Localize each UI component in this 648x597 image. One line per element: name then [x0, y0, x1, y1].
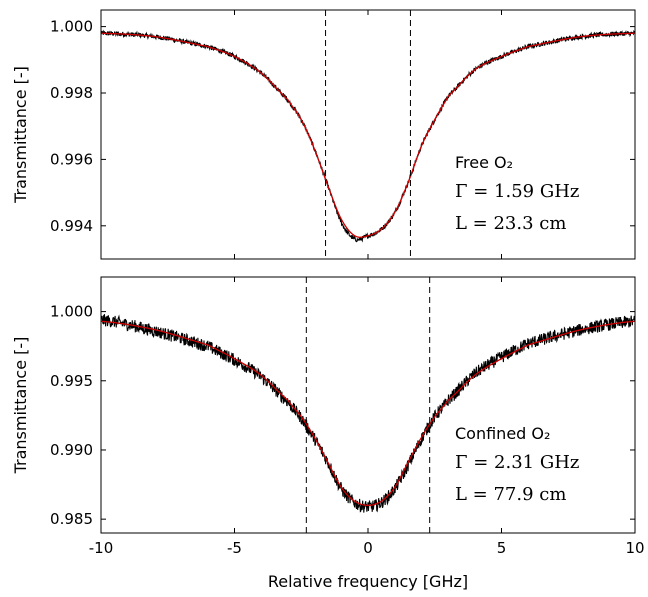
top-y-tick-label-0: 1.000 [50, 18, 93, 36]
bottom-panel: -10 -5 0 5 10 1.000 0.995 0.990 0.985 Transmitta… [11, 276, 645, 591]
bottom-annotation-sample: Confined O₂ [455, 424, 550, 443]
bottom-measured-trace [101, 314, 635, 513]
top-fit-curve [101, 32, 635, 238]
bottom-fit-curve [101, 320, 635, 506]
bottom-annotation-pathlength: L = 77.9 cm [455, 484, 566, 505]
bottom-annotation-linewidth: Γ = 2.31 GHz [455, 452, 579, 473]
top-y-tick-label-1: 0.998 [50, 84, 93, 102]
top-annotations: Free O₂ Γ = 1.59 GHz L = 23.3 cm [455, 153, 579, 234]
bottom-y-axis-label: Transmittance [-] [11, 337, 30, 475]
top-tick-layer: 1.000 0.998 0.996 0.994 [50, 10, 636, 259]
x-tick-label-2: 0 [363, 539, 373, 557]
top-measured-trace [101, 29, 635, 243]
top-annotation-sample: Free O₂ [455, 153, 513, 172]
top-annotation-pathlength: L = 23.3 cm [455, 213, 566, 234]
x-tick-label-4: 10 [625, 539, 644, 557]
x-tick-label-3: 5 [497, 539, 507, 557]
top-panel: 1.000 0.998 0.996 0.994 Transmittance [-] F… [11, 9, 636, 260]
top-plot-frame [100, 9, 636, 260]
x-axis-label: Relative frequency [GHz] [268, 572, 468, 591]
bottom-vline-layer [305, 277, 431, 533]
bottom-y-tick-label-2: 0.990 [50, 441, 93, 459]
bottom-y-tick-label-0: 1.000 [50, 303, 93, 321]
top-y-axis-label: Transmittance [-] [11, 66, 30, 204]
x-tick-label-0: -10 [89, 539, 114, 557]
bottom-y-tick-label-1: 0.995 [50, 372, 93, 390]
top-annotation-linewidth: Γ = 1.59 GHz [455, 181, 579, 202]
bottom-y-tick-label-3: 0.985 [50, 510, 93, 528]
bottom-tick-layer: -10 -5 0 5 10 1.000 0.995 0.990 0.985 [50, 277, 645, 557]
top-y-tick-label-3: 0.994 [50, 217, 93, 235]
bottom-series-layer [101, 314, 635, 513]
bottom-plot-frame [100, 276, 636, 534]
x-tick-label-1: -5 [227, 539, 242, 557]
bottom-annotations: Confined O₂ Γ = 2.31 GHz L = 77.9 cm [455, 424, 579, 505]
top-series-layer [101, 29, 635, 243]
top-vline-layer [325, 10, 411, 259]
top-y-tick-label-2: 0.996 [50, 150, 93, 168]
